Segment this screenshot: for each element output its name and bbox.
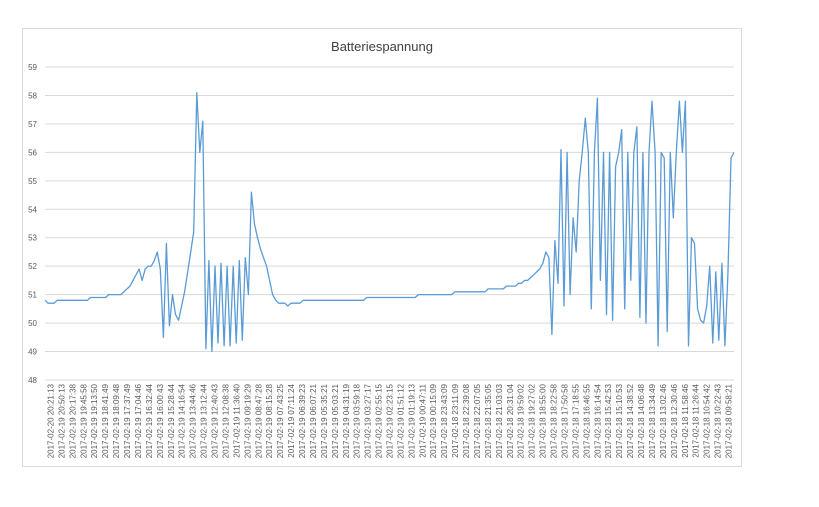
x-tick-label: 2017-02-19 16:32:44	[145, 383, 154, 458]
x-tick-label: 2017-02-19 01:51:12	[396, 383, 405, 458]
x-tick-label: 2017-02-19 06:07:21	[309, 383, 318, 458]
x-tick-label: 2017-02-18 15:42:53	[604, 383, 613, 458]
y-tick-label: 58	[28, 91, 37, 100]
x-tick-label: 2017-02-19 09:19:29	[243, 383, 252, 458]
x-tick-label: 2017-02-19 03:59:18	[353, 383, 362, 458]
y-tick-label: 54	[28, 205, 37, 214]
y-tick-label: 51	[28, 291, 37, 300]
x-tick-label: 2017-02-19 19:45:58	[79, 383, 88, 458]
x-tick-label: 2017-02-18 21:03:03	[495, 383, 504, 458]
x-tick-label: 2017-02-19 13:44:46	[189, 383, 198, 458]
x-tick-label: 2017-02-18 17:18:55	[571, 383, 580, 458]
x-tick-label: 2017-02-18 10:54:42	[703, 383, 712, 458]
x-tick-label: 2017-02-19 02:23:15	[386, 383, 395, 458]
x-tick-label: 2017-02-19 05:03:21	[331, 383, 340, 458]
y-tick-label: 50	[28, 319, 37, 328]
x-tick-label: 2017-02-19 05:35:21	[320, 383, 329, 458]
x-tick-label: 2017-02-18 12:30:46	[670, 383, 679, 458]
x-tick-label: 2017-02-19 12:08:38	[221, 383, 230, 458]
x-tick-label: 2017-02-19 00:15:09	[429, 383, 438, 458]
x-tick-label: 2017-02-18 10:22:43	[714, 383, 723, 458]
x-tick-label: 2017-02-19 12:40:43	[211, 383, 220, 458]
x-tick-label: 2017-02-19 07:43:25	[276, 383, 285, 458]
y-tick-label: 59	[28, 63, 37, 72]
x-tick-label: 2017-02-18 23:11:09	[451, 383, 460, 457]
x-tick-label: 2017-02-19 19:13:50	[90, 383, 99, 458]
x-tick-label: 2017-02-19 02:55:15	[375, 383, 384, 458]
x-tick-label: 2017-02-19 15:28:44	[167, 383, 176, 458]
y-tick-label: 57	[28, 120, 37, 129]
x-tick-label: 2017-02-19 13:12:44	[200, 383, 209, 458]
x-tick-label: 2017-02-19 16:00:43	[156, 383, 165, 458]
y-tick-label: 56	[28, 148, 37, 157]
x-tick-label: 2017-02-18 22:39:08	[462, 383, 471, 458]
x-tick-label: 2017-02-18 09:58:21	[725, 383, 734, 458]
y-tick-label: 49	[28, 348, 37, 357]
x-tick-label: 2017-02-19 00:47:11	[418, 383, 427, 457]
x-tick-label: 2017-02-19 11:36:40	[232, 383, 241, 457]
x-tick-label: 2017-02-18 13:34:49	[648, 383, 657, 458]
x-tick-label: 2017-02-18 17:50:58	[560, 383, 569, 458]
x-tick-label: 2017-02-19 07:11:24	[287, 383, 296, 457]
x-tick-label: 2017-02-18 19:27:02	[528, 383, 537, 458]
y-tick-label: 52	[28, 262, 37, 271]
x-tick-label: 2017-02-19 20:50:13	[57, 383, 66, 458]
x-tick-label: 2017-02-18 16:14:54	[593, 383, 602, 458]
x-tick-label: 2017-02-18 11:58:46	[681, 383, 690, 457]
x-tick-label: 2017-02-19 14:16:54	[178, 383, 187, 458]
line-chart: Batteriespannung 48 49 50 51 52 53 54 55 56 57 58 5…	[28, 39, 735, 458]
chart-area: Batteriespannung 48 49 50 51 52 53 54 55 56 57 58 5…	[22, 28, 742, 467]
x-tick-label: 2017-02-18 13:02:46	[659, 383, 668, 458]
x-tick-label: 2017-02-18 14:06:48	[637, 383, 646, 458]
x-tick-label: 2017-02-19 08:47:28	[254, 383, 263, 458]
x-tick-label: 2017-02-18 23:43:09	[440, 383, 449, 458]
x-tick-label: 2017-02-19 08:15:28	[265, 383, 274, 458]
x-tick-label: 2017-02-19 18:09:48	[112, 383, 121, 458]
x-tick-label: 2017-02-19 03:27:17	[364, 383, 373, 458]
x-tick-label: 2017-02-18 14:38:52	[626, 383, 635, 458]
y-tick-label: 55	[28, 177, 37, 186]
x-tick-label: 2017-02-18 21:35:05	[484, 383, 493, 458]
y-tick-label: 53	[28, 234, 37, 243]
x-tick-label: 2017-02-19 20:17:38	[68, 383, 77, 458]
x-tick-label: 2017-02-19 17:04:46	[134, 383, 143, 458]
series-line	[44, 91, 735, 353]
x-tick-label: 2017-02-20 20:21:13	[46, 383, 55, 458]
x-tick-label: 2017-02-19 01:19:13	[407, 383, 416, 458]
x-tick-label: 2017-02-18 19:59:02	[517, 383, 526, 458]
x-tick-label: 2017-02-18 20:31:04	[506, 383, 515, 458]
chart-title: Batteriespannung	[331, 39, 433, 54]
x-tick-label: 2017-02-19 17:37:49	[123, 383, 132, 458]
x-tick-label: 2017-02-19 18:41:49	[101, 383, 110, 458]
y-tick-label: 48	[28, 376, 37, 385]
x-tick-label: 2017-02-18 15:10:53	[615, 383, 624, 458]
x-tick-label: 2017-02-18 18:55:00	[539, 383, 548, 458]
x-tick-label: 2017-02-19 04:31:19	[342, 383, 351, 458]
x-tick-label: 2017-02-18 11:26:44	[692, 383, 701, 457]
x-tick-label: 2017-02-18 22:07:05	[473, 383, 482, 458]
x-tick-label: 2017-02-18 18:22:58	[550, 383, 559, 458]
x-tick-label: 2017-02-19 06:39:23	[298, 383, 307, 458]
x-tick-label: 2017-02-18 16:46:55	[582, 383, 591, 458]
